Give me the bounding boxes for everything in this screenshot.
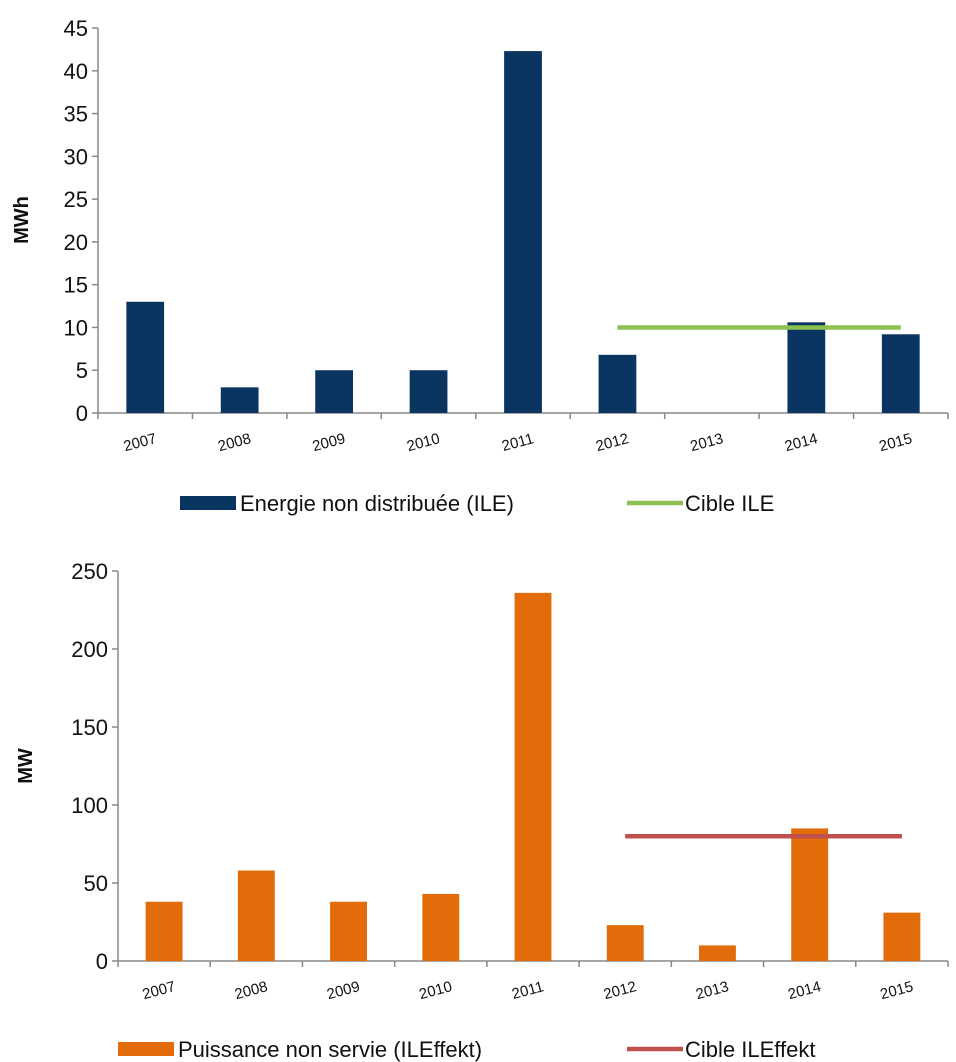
x-tick-label: 2012 (594, 430, 631, 455)
bar-2012 (606, 925, 644, 961)
y-tick-label: 100 (71, 793, 108, 818)
y-tick-label: 40 (64, 59, 88, 84)
bar-2014 (791, 828, 829, 961)
energy-chart: 0 5 10 15 20 25 30 35 40 45 MWh 2007 2008 2009 2010 201… (11, 16, 949, 516)
bar-2007 (126, 301, 165, 413)
y-tick-label: 35 (64, 102, 88, 127)
y-tick-label: 45 (64, 16, 88, 41)
bar-2008 (237, 870, 275, 961)
bar-2010 (422, 893, 460, 961)
y-axis-label: MW (15, 748, 37, 784)
x-tick-label: 2010 (417, 978, 454, 1003)
x-tick-label: 2010 (405, 430, 442, 455)
x-tick-label: 2013 (688, 430, 725, 455)
x-tick-label: 2014 (783, 430, 820, 455)
x-tick-label: 2007 (141, 978, 178, 1003)
x-tick-label: 2011 (500, 430, 536, 455)
bar-2009 (315, 370, 353, 413)
x-tick-label: 2015 (877, 430, 914, 455)
x-tick-label: 2009 (311, 430, 348, 455)
bar-2011 (514, 592, 552, 961)
bar-2015 (881, 334, 920, 413)
bar-2011 (504, 51, 542, 413)
legend-bar-label: Puissance non servie (ILEffekt) (178, 1037, 482, 1062)
y-tick-label: 250 (71, 559, 108, 584)
x-tick-label: 2014 (786, 978, 823, 1003)
x-tick-label: 2008 (233, 978, 270, 1003)
y-tick-label: 20 (64, 230, 88, 255)
x-tick-label: 2011 (510, 978, 546, 1003)
x-tick-label: 2015 (878, 978, 915, 1003)
bar-2010 (409, 370, 448, 413)
y-tick-label: 25 (64, 187, 88, 212)
bar-2012 (598, 354, 637, 413)
y-axis-label: MWh (11, 196, 33, 244)
y-tick-label: 0 (96, 949, 108, 974)
bar-2009 (330, 901, 367, 961)
legend-bar-label: Energie non distribuée (ILE) (240, 491, 514, 516)
bar-2015 (883, 912, 921, 961)
y-tick-label: 150 (71, 715, 108, 740)
legend-bar-swatch (118, 1042, 174, 1056)
legend-bar-swatch (180, 496, 236, 510)
legend-line-label: Cible ILEffekt (685, 1037, 815, 1062)
y-tick-label: 15 (64, 273, 88, 298)
bar-2014 (787, 322, 826, 413)
y-tick-label: 0 (76, 401, 88, 426)
x-tick-label: 2013 (694, 978, 731, 1003)
x-tick-label: 2009 (325, 978, 362, 1003)
y-tick-label: 200 (71, 637, 108, 662)
bar-2007 (145, 901, 183, 961)
y-tick-label: 5 (76, 358, 88, 383)
y-tick-label: 50 (84, 871, 108, 896)
power-chart: 0 50 100 150 200 250 MW 2007 2008 2009 2010 2011 201… (15, 559, 949, 1062)
x-tick-label: 2008 (216, 430, 253, 455)
bar-2013 (699, 945, 736, 961)
bar-2008 (220, 387, 259, 413)
x-tick-label: 2007 (122, 430, 159, 455)
legend-line-label: Cible ILE (685, 491, 774, 516)
x-tick-label: 2012 (602, 978, 639, 1003)
y-tick-label: 30 (64, 144, 88, 169)
y-tick-label: 10 (64, 315, 88, 340)
